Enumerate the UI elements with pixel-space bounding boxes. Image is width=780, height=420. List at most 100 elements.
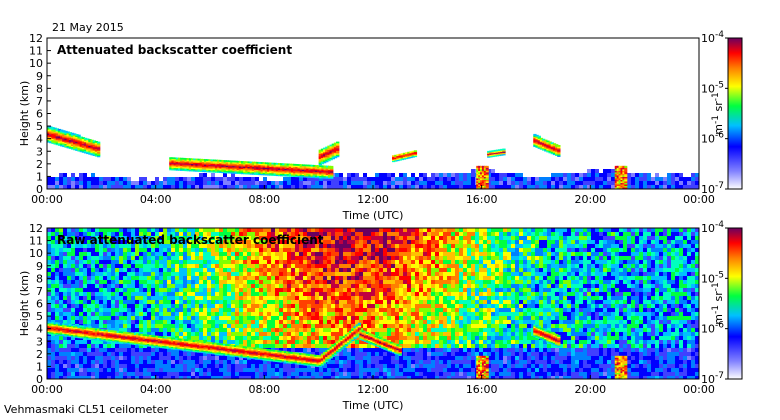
layer-cell [92,147,96,150]
heatmap-cell [335,252,339,256]
heatmap-cell [307,300,311,304]
heatmap-cell [123,292,127,296]
heatmap-cell [83,276,87,280]
precip-cell [618,179,622,182]
heatmap-cell [83,296,87,300]
layer-cell [548,146,552,149]
layer-cell [539,140,544,143]
heatmap-cell [251,328,255,332]
heatmap-cell [295,264,299,268]
heatmap-cell [159,300,163,304]
heatmap-cell [355,177,359,181]
heatmap-cell [267,228,271,232]
heatmap-cell [275,320,279,324]
heatmap-cell [51,252,55,256]
precip-cell [481,183,485,186]
heatmap-cell [67,177,71,181]
layer-cell [299,170,303,173]
heatmap-cell [383,181,387,185]
layer-cell [277,173,282,175]
heatmap-cell [515,177,519,181]
heatmap-cell [107,276,111,280]
heatmap-cell [123,352,127,356]
precip-cell [483,176,487,179]
heatmap-cell [111,348,115,352]
heatmap-cell [327,376,331,379]
heatmap-cell [107,280,111,284]
heatmap-cell [607,181,611,185]
layer-cell [208,161,212,164]
layer-cell [493,153,497,156]
heatmap-cell [223,228,227,232]
layer-cell [75,142,79,145]
heatmap-cell [235,232,239,236]
layer-cell [273,167,277,170]
layer-cell [195,164,199,167]
precip-cell [483,183,487,186]
layer-cell [282,167,286,169]
heatmap-cell [223,324,227,328]
layer-cell [319,171,323,174]
layer-cell [413,155,418,158]
heatmap-cell [179,364,183,368]
heatmap-cell [291,236,295,240]
layer-cell [308,171,312,173]
heatmap-cell [251,304,255,308]
heatmap-cell [123,276,127,280]
layer-cell [271,170,275,173]
heatmap-cell [183,316,187,320]
layer-cell [323,160,327,163]
heatmap-cell [191,272,195,276]
heatmap-cell [143,320,147,324]
heatmap-cell [291,268,295,272]
heatmap-cell [235,364,239,368]
heatmap-cell [287,320,291,324]
heatmap-cell [115,228,119,232]
layer-cell [199,167,203,170]
heatmap-cell [151,304,155,308]
layer-cell [318,160,322,163]
heatmap-cell [75,240,79,244]
layer-cell [83,147,88,150]
heatmap-cell [187,185,191,189]
layer-cell [495,149,500,152]
heatmap-cell [327,324,331,328]
heatmap-cell [75,364,79,368]
heatmap-cell [131,181,135,185]
heatmap-cell [327,320,331,324]
heatmap-cell [131,376,135,379]
layer-cell [297,172,301,175]
heatmap-cell [251,312,255,316]
heatmap-cell [175,288,179,292]
heatmap-cell [259,248,263,252]
heatmap-cell [247,248,251,252]
heatmap-cell [151,360,155,364]
heatmap-cell [259,340,263,344]
precip-cell [614,174,618,177]
layer-cell [405,153,409,156]
heatmap-cell [115,236,119,240]
layer-cell [68,139,73,142]
heatmap-cell [187,292,191,296]
layer-cell [66,131,70,134]
heatmap-cell [575,177,579,181]
heatmap-cell [107,272,111,276]
heatmap-cell [215,244,219,248]
layer-cell [295,174,299,176]
layer-cell [88,147,92,150]
layer-cell [199,165,203,167]
heatmap-cell [143,185,147,189]
layer-cell [171,159,175,162]
layer-cell [240,162,245,165]
heatmap-cell [103,316,107,320]
layer-cell [312,166,316,169]
heatmap-cell [143,312,147,316]
heatmap-cell [179,352,183,356]
layer-cell [173,167,177,170]
heatmap-cell [179,264,183,268]
layer-cell [96,144,101,146]
layer-cell [323,175,327,178]
heatmap-cell [375,177,379,181]
heatmap-cell [307,276,311,280]
layer-cell [221,165,225,167]
